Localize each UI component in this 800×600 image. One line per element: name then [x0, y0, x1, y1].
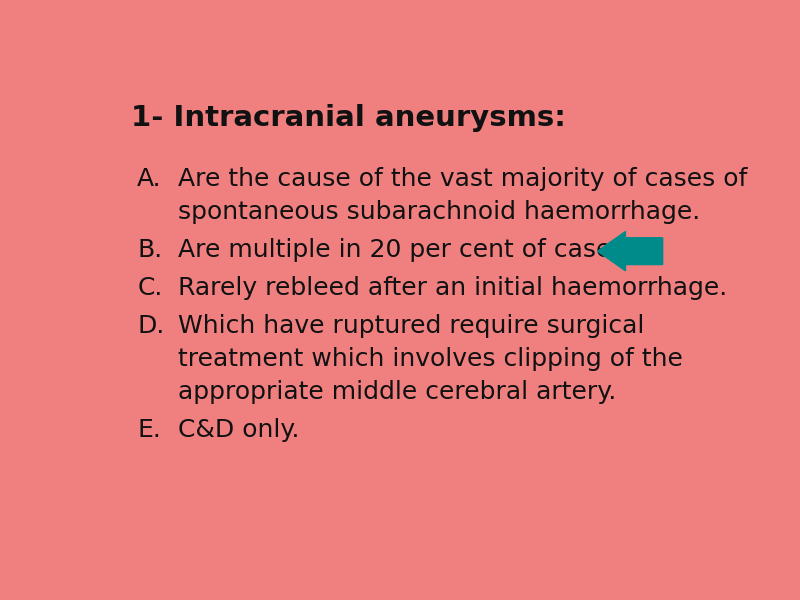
Text: spontaneous subarachnoid haemorrhage.: spontaneous subarachnoid haemorrhage. — [178, 200, 700, 224]
Text: Are the cause of the vast majority of cases of: Are the cause of the vast majority of ca… — [178, 167, 747, 191]
Text: appropriate middle cerebral artery.: appropriate middle cerebral artery. — [178, 380, 616, 404]
Text: E.: E. — [138, 418, 161, 442]
Text: C&D only.: C&D only. — [178, 418, 299, 442]
FancyArrow shape — [598, 232, 662, 271]
Text: D.: D. — [138, 314, 165, 338]
Text: treatment which involves clipping of the: treatment which involves clipping of the — [178, 347, 682, 371]
Text: B.: B. — [138, 238, 162, 262]
Text: Which have ruptured require surgical: Which have ruptured require surgical — [178, 314, 644, 338]
Text: 1- Intracranial aneurysms:: 1- Intracranial aneurysms: — [131, 104, 566, 133]
Text: A.: A. — [138, 167, 162, 191]
Text: Are multiple in 20 per cent of cases.: Are multiple in 20 per cent of cases. — [178, 238, 632, 262]
Text: Rarely rebleed after an initial haemorrhage.: Rarely rebleed after an initial haemorrh… — [178, 276, 726, 300]
Text: C.: C. — [138, 276, 162, 300]
